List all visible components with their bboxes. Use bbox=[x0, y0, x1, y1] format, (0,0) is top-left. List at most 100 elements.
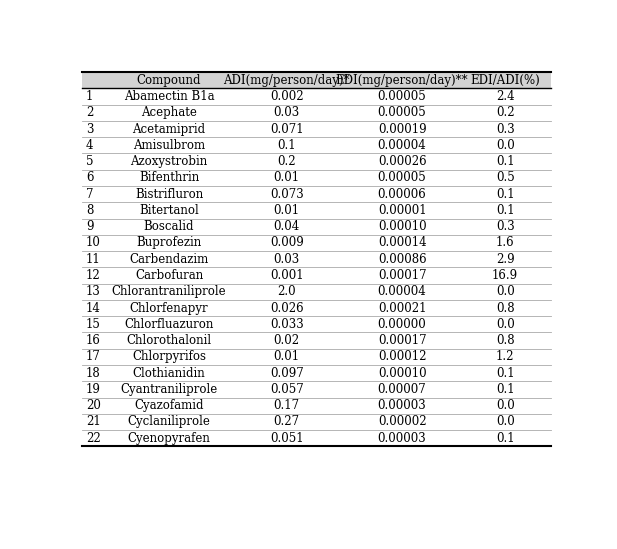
Text: 0.00014: 0.00014 bbox=[378, 237, 426, 249]
Text: 20: 20 bbox=[86, 399, 101, 412]
Text: 0.1: 0.1 bbox=[496, 367, 515, 379]
Text: 0.00003: 0.00003 bbox=[378, 432, 426, 445]
Text: Cyenopyrafen: Cyenopyrafen bbox=[128, 432, 210, 445]
Text: 0.0: 0.0 bbox=[495, 318, 515, 331]
Text: 0.2: 0.2 bbox=[496, 107, 515, 119]
Text: 1: 1 bbox=[86, 90, 93, 103]
Text: 0.8: 0.8 bbox=[496, 334, 515, 347]
Text: 22: 22 bbox=[86, 432, 101, 445]
Text: Amisulbrom: Amisulbrom bbox=[133, 139, 205, 152]
Text: Boscalid: Boscalid bbox=[144, 220, 194, 233]
Text: 0.00019: 0.00019 bbox=[378, 122, 426, 136]
Text: Buprofezin: Buprofezin bbox=[136, 237, 202, 249]
Text: 2.4: 2.4 bbox=[496, 90, 515, 103]
Text: 8: 8 bbox=[86, 204, 93, 217]
Text: 0.00000: 0.00000 bbox=[378, 318, 426, 331]
Text: Bifenthrin: Bifenthrin bbox=[139, 171, 199, 184]
Text: Carbofuran: Carbofuran bbox=[135, 269, 203, 282]
Text: 0.026: 0.026 bbox=[270, 301, 304, 315]
Text: 19: 19 bbox=[86, 383, 101, 396]
Text: Clothianidin: Clothianidin bbox=[133, 367, 205, 379]
Text: 4: 4 bbox=[86, 139, 93, 152]
Text: Azoxystrobin: Azoxystrobin bbox=[130, 155, 208, 168]
Text: 0.057: 0.057 bbox=[270, 383, 304, 396]
Text: 15: 15 bbox=[86, 318, 101, 331]
Text: 0.097: 0.097 bbox=[270, 367, 304, 379]
Text: 0.00002: 0.00002 bbox=[378, 416, 426, 428]
Text: 18: 18 bbox=[86, 367, 101, 379]
Text: 0.1: 0.1 bbox=[496, 432, 515, 445]
Text: 6: 6 bbox=[86, 171, 93, 184]
Text: 0.5: 0.5 bbox=[495, 171, 515, 184]
Text: ADI(mg/person/day)*: ADI(mg/person/day)* bbox=[223, 74, 350, 87]
Text: 0.0: 0.0 bbox=[495, 285, 515, 298]
Text: Chlorothalonil: Chlorothalonil bbox=[126, 334, 212, 347]
Text: Bitertanol: Bitertanol bbox=[139, 204, 199, 217]
Text: 0.1: 0.1 bbox=[496, 383, 515, 396]
Text: 0.002: 0.002 bbox=[270, 90, 304, 103]
Text: 0.001: 0.001 bbox=[270, 269, 304, 282]
Text: Chlorpyrifos: Chlorpyrifos bbox=[132, 350, 206, 363]
Text: 0.17: 0.17 bbox=[274, 399, 300, 412]
Text: 0.00012: 0.00012 bbox=[378, 350, 426, 363]
Text: 10: 10 bbox=[86, 237, 101, 249]
Text: 0.00017: 0.00017 bbox=[378, 334, 426, 347]
Text: 3: 3 bbox=[86, 122, 93, 136]
Text: 2.9: 2.9 bbox=[496, 253, 515, 266]
Text: 0.01: 0.01 bbox=[274, 171, 300, 184]
Text: 0.00006: 0.00006 bbox=[378, 188, 426, 200]
Text: Cyazofamid: Cyazofamid bbox=[135, 399, 204, 412]
Text: 14: 14 bbox=[86, 301, 101, 315]
Text: 0.00005: 0.00005 bbox=[378, 90, 426, 103]
Text: Cyclaniliprole: Cyclaniliprole bbox=[128, 416, 210, 428]
Text: 0.00004: 0.00004 bbox=[378, 139, 426, 152]
Text: 0.00003: 0.00003 bbox=[378, 399, 426, 412]
Text: 11: 11 bbox=[86, 253, 101, 266]
Text: 1.6: 1.6 bbox=[496, 237, 515, 249]
Text: 1.2: 1.2 bbox=[496, 350, 515, 363]
Text: 0.00005: 0.00005 bbox=[378, 171, 426, 184]
Text: 0.00010: 0.00010 bbox=[378, 220, 426, 233]
Text: 0.1: 0.1 bbox=[496, 204, 515, 217]
Text: 0.071: 0.071 bbox=[270, 122, 304, 136]
Text: Carbendazim: Carbendazim bbox=[130, 253, 209, 266]
Text: 0.02: 0.02 bbox=[274, 334, 300, 347]
Text: 21: 21 bbox=[86, 416, 101, 428]
Text: 17: 17 bbox=[86, 350, 101, 363]
Text: Compound: Compound bbox=[137, 74, 201, 87]
Text: 0.00007: 0.00007 bbox=[378, 383, 426, 396]
Text: 0.00010: 0.00010 bbox=[378, 367, 426, 379]
Text: 0.00026: 0.00026 bbox=[378, 155, 426, 168]
Text: Bistrifluron: Bistrifluron bbox=[135, 188, 203, 200]
Text: Abamectin B1a: Abamectin B1a bbox=[123, 90, 214, 103]
Text: 0.03: 0.03 bbox=[274, 107, 300, 119]
Text: 13: 13 bbox=[86, 285, 101, 298]
Text: 0.00017: 0.00017 bbox=[378, 269, 426, 282]
Text: Acephate: Acephate bbox=[141, 107, 197, 119]
Text: 0.0: 0.0 bbox=[495, 139, 515, 152]
Text: 7: 7 bbox=[86, 188, 93, 200]
Text: 0.1: 0.1 bbox=[496, 188, 515, 200]
Text: 0.0: 0.0 bbox=[495, 399, 515, 412]
Text: Acetamiprid: Acetamiprid bbox=[133, 122, 205, 136]
Text: 0.3: 0.3 bbox=[495, 122, 515, 136]
Text: 0.01: 0.01 bbox=[274, 204, 300, 217]
Text: 2: 2 bbox=[86, 107, 93, 119]
Text: 0.2: 0.2 bbox=[278, 155, 296, 168]
Text: 16.9: 16.9 bbox=[492, 269, 518, 282]
Text: 0.27: 0.27 bbox=[274, 416, 300, 428]
Text: 0.00005: 0.00005 bbox=[378, 107, 426, 119]
Text: 0.00004: 0.00004 bbox=[378, 285, 426, 298]
Bar bbox=[82, 72, 550, 88]
Text: Chlorfluazuron: Chlorfluazuron bbox=[124, 318, 213, 331]
Text: 0.033: 0.033 bbox=[270, 318, 304, 331]
Text: 0.1: 0.1 bbox=[496, 155, 515, 168]
Text: Cyantraniliprole: Cyantraniliprole bbox=[120, 383, 218, 396]
Text: 0.3: 0.3 bbox=[495, 220, 515, 233]
Text: 0.00086: 0.00086 bbox=[378, 253, 426, 266]
Text: 5: 5 bbox=[86, 155, 93, 168]
Text: 0.04: 0.04 bbox=[274, 220, 300, 233]
Text: Chlorantraniliprole: Chlorantraniliprole bbox=[112, 285, 226, 298]
Text: 2.0: 2.0 bbox=[278, 285, 296, 298]
Text: 0.00021: 0.00021 bbox=[378, 301, 426, 315]
